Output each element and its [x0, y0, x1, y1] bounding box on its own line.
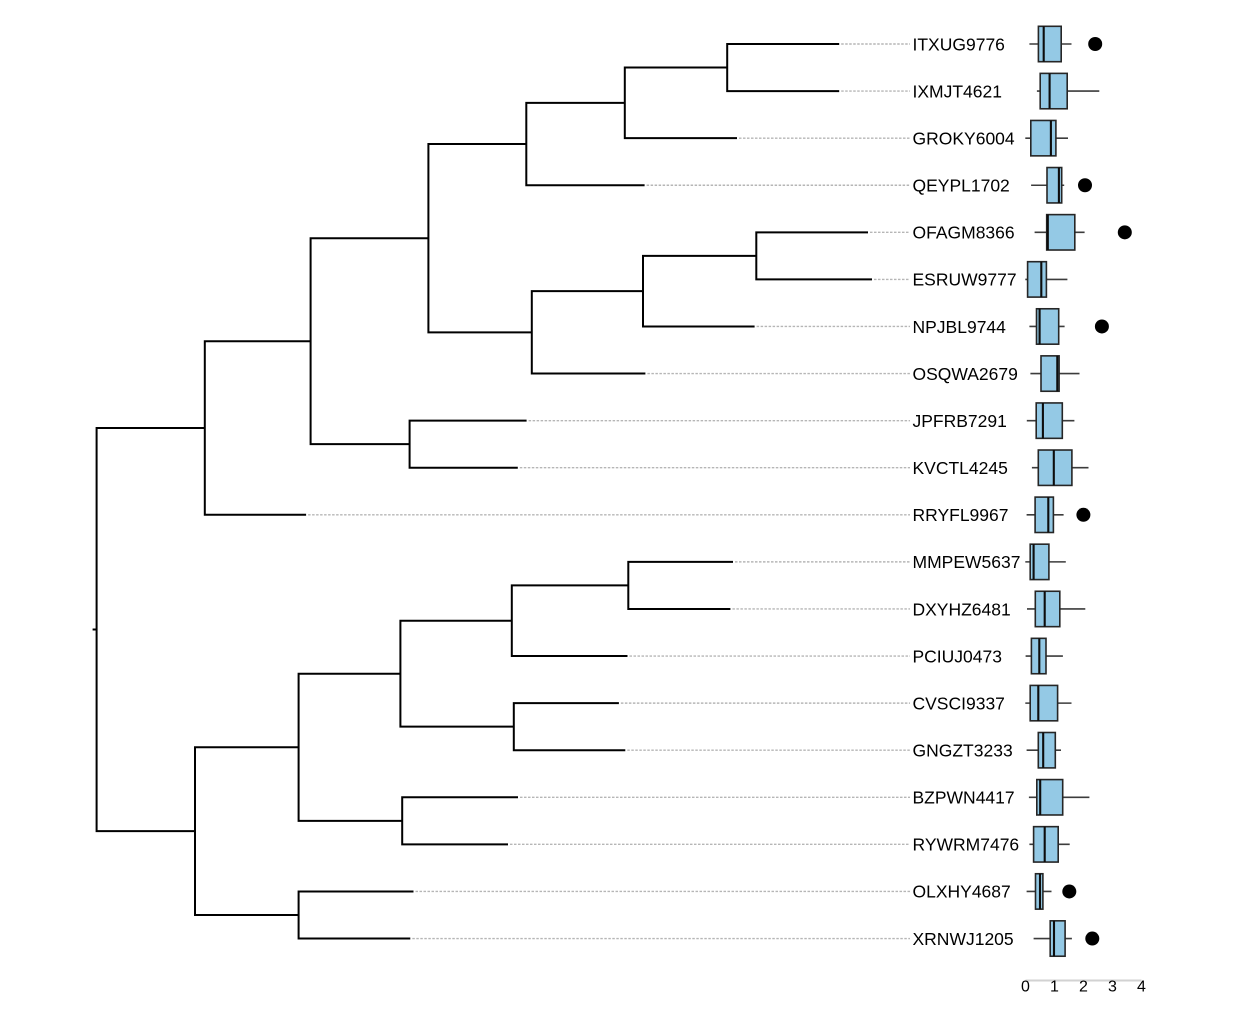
- svg-text:RYWRM7476: RYWRM7476: [913, 835, 1020, 855]
- svg-text:1: 1: [1050, 979, 1059, 996]
- svg-text:PCIUJ0473: PCIUJ0473: [913, 646, 1003, 666]
- svg-text:XRNWJ1205: XRNWJ1205: [913, 929, 1014, 949]
- svg-text:0: 0: [1021, 979, 1030, 996]
- svg-text:GNGZT3233: GNGZT3233: [913, 741, 1013, 761]
- svg-text:BZPWN4417: BZPWN4417: [913, 788, 1015, 808]
- svg-text:OLXHY4687: OLXHY4687: [913, 882, 1011, 902]
- svg-text:GROKY6004: GROKY6004: [913, 128, 1015, 148]
- svg-text:4: 4: [1137, 979, 1146, 996]
- svg-text:RRYFL9967: RRYFL9967: [913, 505, 1009, 525]
- svg-text:ITXUG9776: ITXUG9776: [913, 34, 1005, 54]
- svg-text:KVCTL4245: KVCTL4245: [913, 458, 1008, 478]
- svg-text:CVSCI9337: CVSCI9337: [913, 693, 1005, 713]
- svg-text:ESRUW9777: ESRUW9777: [913, 270, 1017, 290]
- svg-text:OSQWA2679: OSQWA2679: [913, 364, 1018, 384]
- svg-text:NPJBL9744: NPJBL9744: [913, 317, 1007, 337]
- svg-text:DXYHZ6481: DXYHZ6481: [913, 599, 1011, 619]
- svg-text:QEYPL1702: QEYPL1702: [913, 176, 1010, 196]
- svg-text:JPFRB7291: JPFRB7291: [913, 411, 1007, 431]
- svg-text:OFAGM8366: OFAGM8366: [913, 223, 1015, 243]
- svg-text:MMPEW5637: MMPEW5637: [913, 552, 1021, 572]
- svg-text:2: 2: [1079, 979, 1088, 996]
- svg-text:IXMJT4621: IXMJT4621: [913, 81, 1002, 101]
- svg-text:3: 3: [1108, 979, 1117, 996]
